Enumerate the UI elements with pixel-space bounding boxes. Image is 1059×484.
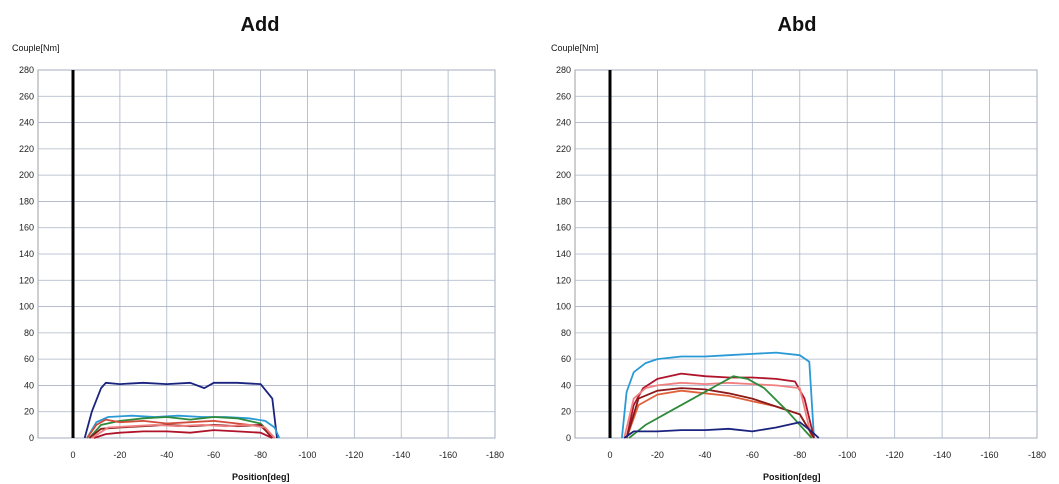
series-line: [88, 416, 276, 439]
y-tick-label: 80: [24, 328, 34, 338]
y-tick-label: 180: [19, 196, 34, 206]
y-tick-label: 180: [556, 196, 571, 206]
y-tick-label: 200: [556, 170, 571, 180]
x-tick-label: -40: [160, 450, 173, 460]
y-tick-label: 20: [561, 407, 571, 417]
chart-abd: Abd Couple[Nm] Position[deg] 0 20 40 60 80 10…: [537, 0, 1057, 484]
y-tick-label: 60: [24, 354, 34, 364]
x-tick-label: -40: [698, 450, 711, 460]
x-tick-label: -60: [207, 450, 220, 460]
y-tick-label: 40: [24, 380, 34, 390]
y-tick-label: 100: [556, 302, 571, 312]
y-tick-label: 0: [566, 433, 571, 443]
chart-title: Abd: [777, 14, 817, 36]
x-tick-label: -160: [981, 450, 999, 460]
x-tick-label: 0: [607, 450, 612, 460]
x-axis-label: Position[deg]: [232, 472, 290, 482]
y-tick-label: 120: [19, 275, 34, 285]
x-tick-label: -100: [298, 450, 316, 460]
x-tick-label: -100: [838, 450, 856, 460]
series-line: [621, 351, 815, 439]
x-tick-label: -160: [439, 450, 457, 460]
y-tick-label: 260: [556, 91, 571, 101]
series-line: [623, 421, 820, 439]
series-line: [623, 381, 813, 439]
x-tick-label: -60: [746, 450, 759, 460]
y-tick-label: 120: [556, 275, 571, 285]
y-tick-label: 260: [19, 91, 34, 101]
y-tick-label: 40: [561, 380, 571, 390]
series-line: [91, 423, 276, 439]
x-tick-label: -120: [886, 450, 904, 460]
series-line: [86, 414, 281, 439]
x-tick-label: 0: [70, 450, 75, 460]
y-tick-label: 140: [556, 249, 571, 259]
x-tick-label: -180: [486, 450, 504, 460]
y-tick-label: 0: [29, 433, 34, 443]
y-tick-label: 280: [556, 65, 571, 75]
y-tick-label: 140: [19, 249, 34, 259]
y-tick-label: 240: [19, 118, 34, 128]
x-tick-label: -180: [1028, 450, 1046, 460]
y-axis-label: Couple[Nm]: [551, 43, 599, 53]
y-tick-label: 60: [561, 354, 571, 364]
y-tick-label: 220: [556, 144, 571, 154]
x-tick-label: -80: [793, 450, 806, 460]
y-tick-label: 160: [556, 223, 571, 233]
y-tick-label: 160: [19, 223, 34, 233]
chart-title: Add: [240, 14, 280, 36]
series-line: [628, 375, 813, 439]
y-axis-label: Couple[Nm]: [12, 43, 60, 53]
series-line: [83, 381, 278, 439]
plot-area: 0 20 40 60 80 100 120 140 160 180 200 220 240 260 280 0…: [19, 65, 504, 460]
x-tick-label: -120: [345, 450, 363, 460]
plot-area: 0 20 40 60 80 100 120 140 160 180 200 220 240 260 280 0…: [556, 65, 1046, 460]
y-tick-label: 280: [19, 65, 34, 75]
y-tick-label: 80: [561, 328, 571, 338]
x-axis-label: Position[deg]: [763, 472, 821, 482]
y-tick-label: 220: [19, 144, 34, 154]
x-tick-label: -140: [933, 450, 951, 460]
y-tick-label: 240: [556, 118, 571, 128]
x-tick-label: -20: [651, 450, 664, 460]
y-tick-label: 20: [24, 407, 34, 417]
series-line: [625, 387, 815, 439]
x-tick-label: -20: [113, 450, 126, 460]
chart-add: Add Couple[Nm] Position[deg] 0 20 40 60 80 10…: [0, 0, 520, 484]
y-tick-label: 100: [19, 302, 34, 312]
y-tick-label: 200: [19, 170, 34, 180]
series-line: [93, 429, 273, 439]
x-tick-label: -80: [254, 450, 267, 460]
x-tick-label: -140: [392, 450, 410, 460]
